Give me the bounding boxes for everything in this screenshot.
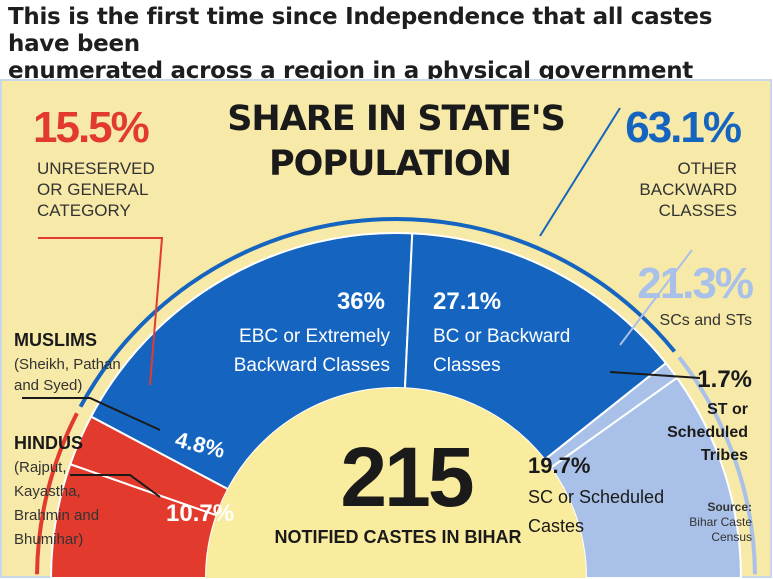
center-half-disc (206, 388, 586, 578)
pie-slices (49, 232, 743, 579)
hindus-label-4: Bhumihar) (14, 531, 83, 548)
st-label-3: Tribes (701, 447, 748, 464)
leader-obc (539, 107, 621, 237)
leader-unreserved (38, 237, 164, 386)
muslims-label-2: and Syed) (14, 377, 82, 394)
unreserved-label-2: OR GENERAL (37, 180, 148, 199)
headline-line-1: This is the first time since Independenc… (8, 4, 713, 57)
muslims-label-1: (Sheikh, Pathan (14, 356, 121, 373)
rim-obc (78, 217, 677, 408)
ebc-label-1: EBC or Extremely (239, 326, 390, 347)
source-label-1: Source: (707, 500, 752, 514)
obc-label-3: CLASSES (659, 201, 737, 220)
unreserved-percent: 15.5% (33, 103, 149, 152)
ebc-label-2: Backward Classes (234, 355, 390, 376)
rim-scst (677, 356, 757, 575)
hindus-label-2: Kayastha, (14, 483, 81, 500)
center-caption: NOTIFIED CASTES IN BIHAR (274, 527, 521, 547)
obc-label-2: BACKWARD (639, 180, 737, 199)
hindus-label-3: Brahmin and (14, 507, 99, 524)
bc-label-2: Classes (433, 355, 501, 376)
chart-title-line-2: POPULATION (269, 144, 511, 184)
unreserved-label-3: CATEGORY (37, 201, 131, 220)
leader-hindus (70, 474, 161, 498)
obc-percent: 63.1% (625, 103, 741, 152)
sc-label-1: SC or Scheduled (528, 487, 664, 507)
hindus-title: HINDUS (14, 433, 83, 453)
rim-unreserved (35, 412, 79, 575)
outer-rim (35, 217, 757, 575)
leader-lines (22, 107, 701, 498)
obc-label-1: OTHER (678, 159, 738, 178)
muslims-title: MUSLIMS (14, 330, 97, 350)
sc-label-2: Castes (528, 516, 584, 536)
hindus-label-1: (Rajput, (14, 459, 67, 476)
scst-label: SCs and STs (660, 312, 752, 329)
bc-percent: 27.1% (433, 288, 501, 315)
leader-muslims (22, 397, 161, 431)
center-disc (206, 388, 586, 578)
st-percent: 1.7% (697, 366, 752, 393)
chart-title-line-1: SHARE IN STATE'S (227, 99, 565, 139)
st-label-2: Scheduled (667, 424, 748, 441)
center-number: 215 (340, 430, 472, 524)
sc-percent: 19.7% (528, 453, 590, 478)
scst-percent: 21.3% (637, 259, 753, 308)
st-label-1: ST or (707, 401, 748, 418)
leader-scst (619, 249, 693, 346)
ebc-percent: 36% (337, 288, 385, 315)
bc-label-1: BC or Backward (433, 326, 570, 347)
unreserved-label-1: UNRESERVED (37, 159, 155, 178)
hindus-percent: 10.7% (166, 500, 234, 527)
leader-st (609, 371, 701, 379)
source-label-3: Census (711, 530, 752, 544)
source-label-2: Bihar Caste (689, 515, 752, 529)
